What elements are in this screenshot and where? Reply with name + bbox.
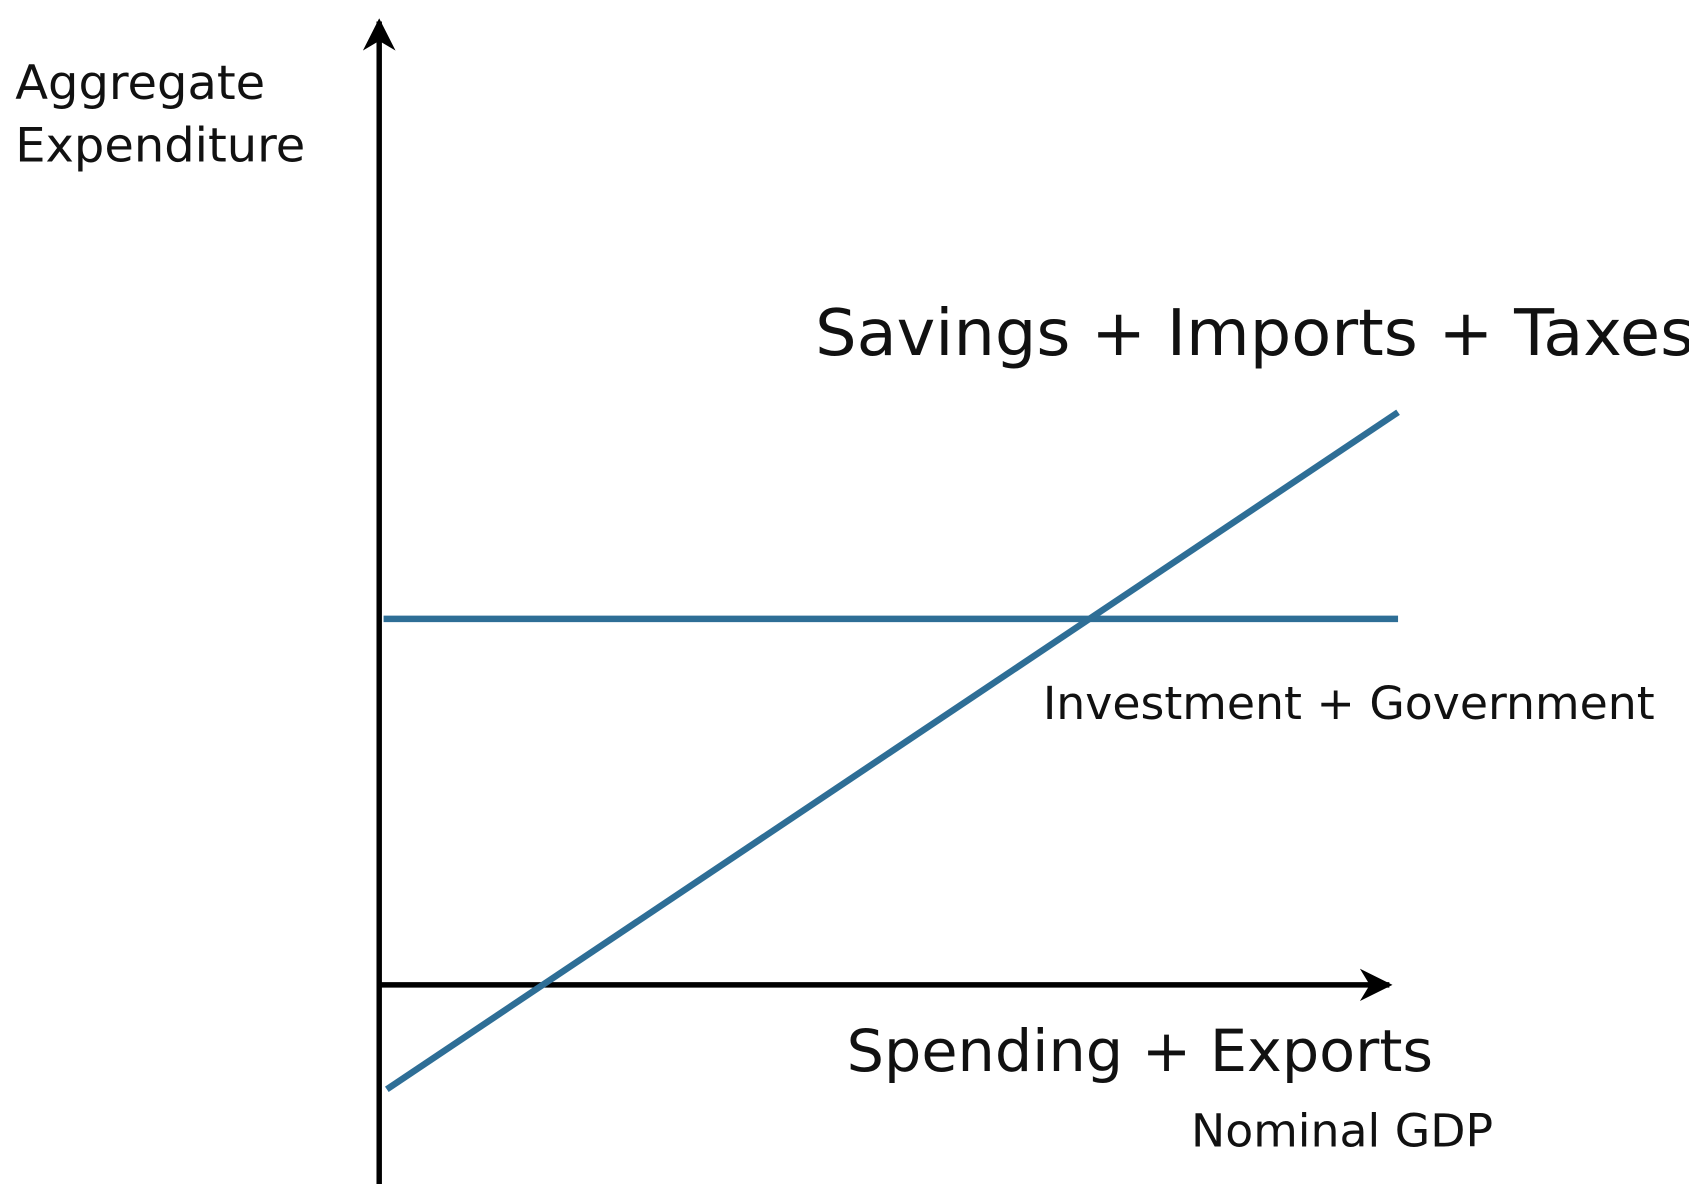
curve-label: Spending + Exports [847,1017,1433,1085]
curve-label: Investment + Government [1043,677,1655,730]
sloped-line [385,409,1400,1092]
y-axis-label: Aggregate [15,56,265,111]
y-axis-label: Expenditure [15,119,305,174]
curve-label: Savings + Imports + Taxes [815,297,1689,372]
x-axis-label: Nominal GDP [1191,1105,1493,1158]
